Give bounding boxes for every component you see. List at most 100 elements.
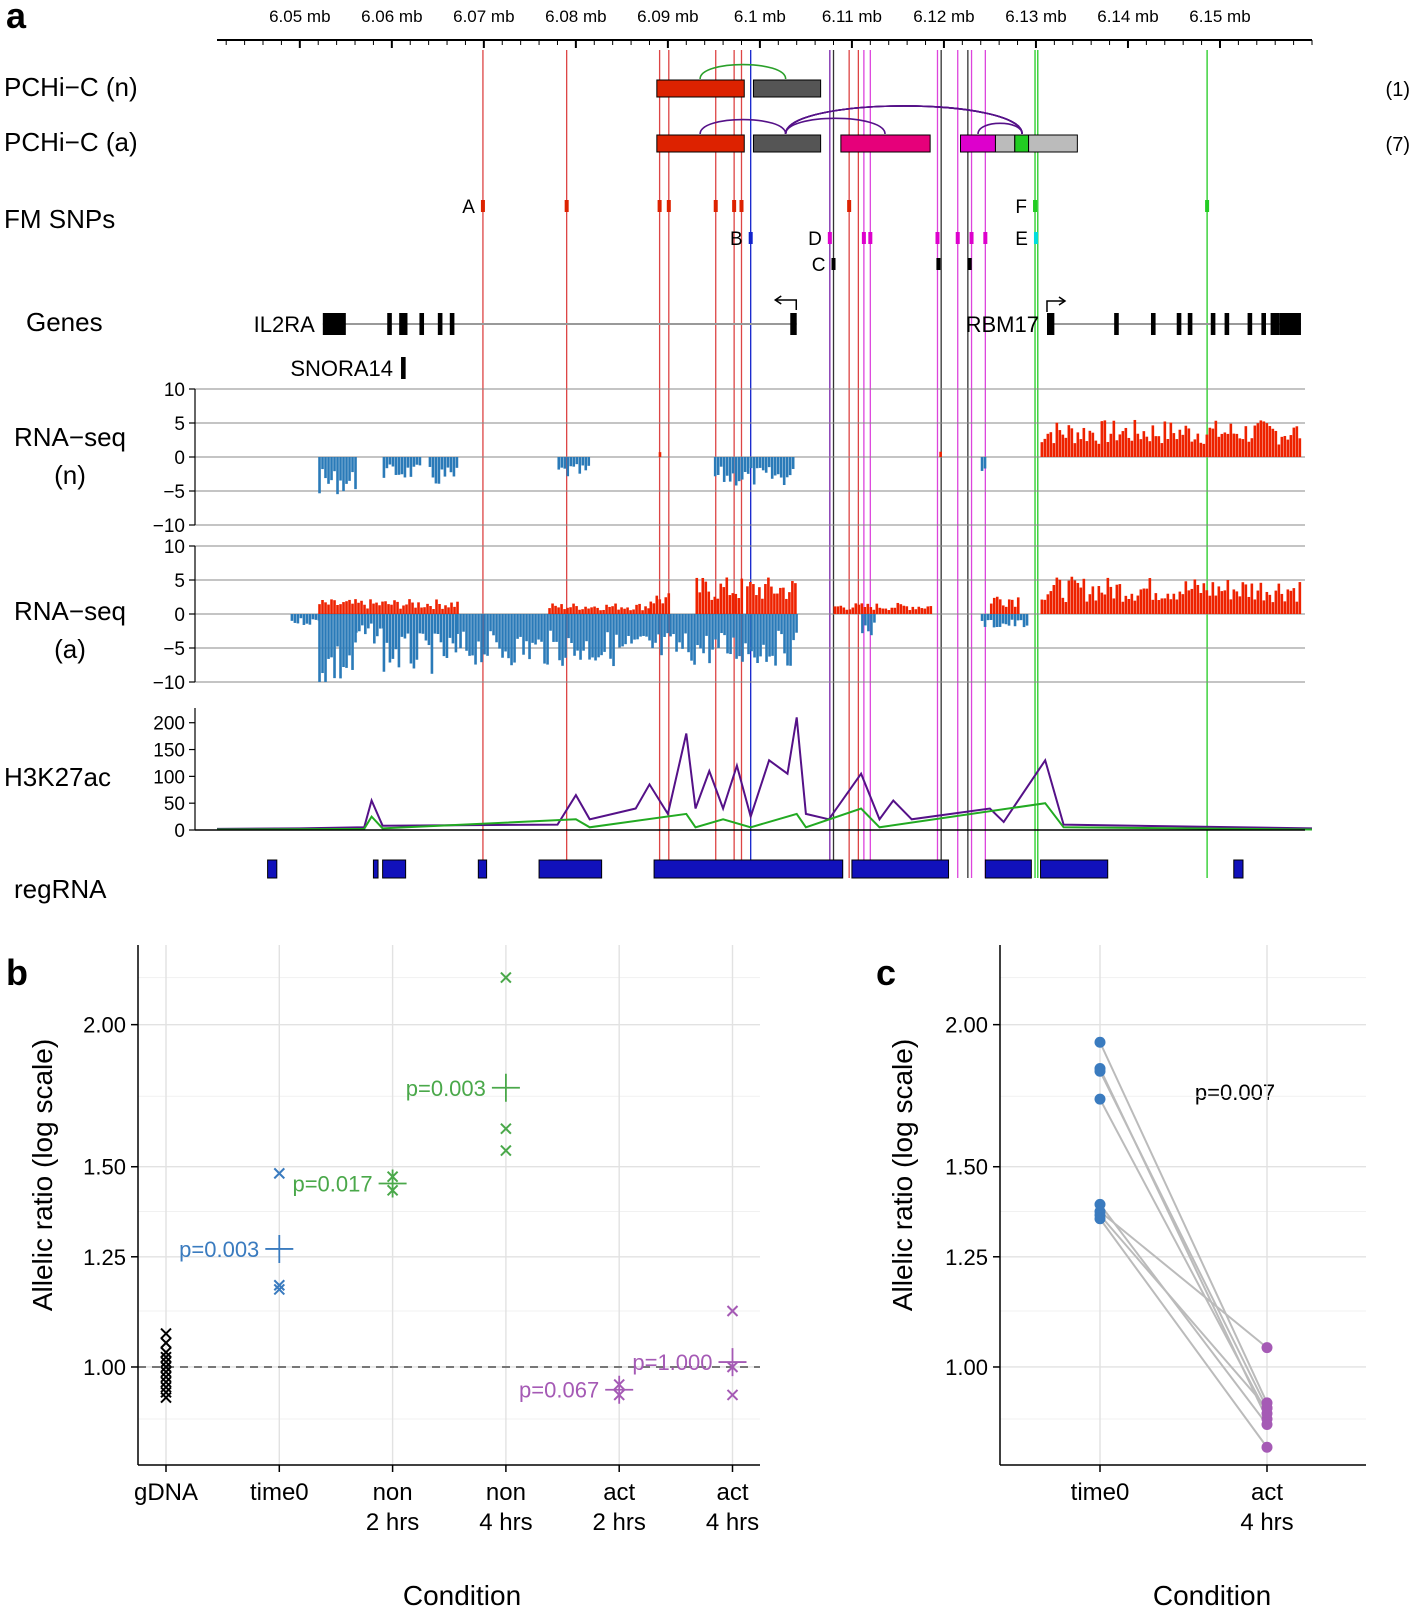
rnaseq-a-minus-strand-bar: [492, 614, 495, 636]
rnaseq-a-plus-strand-bar: [728, 595, 732, 614]
fm-snp-marker: [564, 200, 569, 212]
rnaseq-a-plus-strand-bar: [1220, 591, 1224, 614]
b-pvalue-label: p=0.067: [519, 1378, 599, 1403]
rnaseq-a-minus-strand-bar: [867, 614, 870, 632]
rnaseq-a-plus-strand-bar: [369, 599, 372, 614]
rnaseq-a-plus-strand-bar: [731, 593, 735, 614]
rnaseq-a-plus-strand-bar: [357, 602, 360, 614]
rnaseq-n-minus-strand-bar: [734, 457, 738, 486]
fm-snp-marker: [955, 232, 960, 244]
rnaseq-a-plus-strand-bar: [1283, 601, 1287, 614]
rnaseq-n-minus-strand-bar: [324, 457, 327, 479]
rnaseq-n-plus-strand-bar: [1166, 439, 1170, 457]
rnaseq-a-plus-strand-bar: [399, 608, 402, 614]
rnaseq-a-plus-strand-bar: [773, 593, 776, 614]
rnaseq-n-plus-strand-bar: [1259, 420, 1263, 457]
rnaseq-n-label-line2: (n): [54, 460, 86, 490]
pchic-a-fragment: [656, 134, 745, 153]
rnaseq-a-minus-strand-bar: [636, 614, 639, 640]
rnaseq-n-plus-strand-bar: [1169, 422, 1173, 457]
rnaseq-a-minus-strand-bar: [451, 614, 455, 644]
rnaseq-n-minus-strand-bar: [452, 457, 456, 477]
rnaseq-n-minus-strand-bar: [788, 457, 792, 476]
rnaseq-a-minus-strand-bar: [741, 614, 744, 662]
b-data-point: [160, 1376, 172, 1388]
rnaseq-a-plus-strand-bar: [1163, 598, 1167, 614]
rnaseq-a-plus-strand-bar: [1094, 600, 1098, 614]
rnaseq-a-plus-strand-bar: [647, 608, 650, 614]
rnaseq-n-plus-strand-bar: [1040, 442, 1044, 457]
rnaseq-a-minus-strand-bar: [513, 614, 516, 663]
rnaseq-n-minus-strand-bar: [776, 457, 780, 475]
rnaseq-a-plus-strand-bar: [1274, 590, 1278, 614]
rnaseq-n-plus-strand-bar: [1253, 425, 1257, 457]
rnaseq-n-minus-strand-bar: [345, 457, 348, 484]
rnaseq-n-minus-strand-bar: [752, 457, 756, 485]
rnaseq-a-plus-strand-bar: [599, 610, 602, 614]
rnaseq-a-minus-strand-bar: [355, 614, 358, 633]
rnaseq-n-minus-strand-bar: [575, 457, 579, 465]
rnaseq-a-plus-strand-bar: [372, 603, 375, 614]
rnaseq-n-minus-strand-bar: [400, 457, 404, 475]
rnaseq-a-minus-strand-bar: [480, 614, 483, 663]
rnaseq-a-plus-strand-bar: [1271, 602, 1275, 614]
rnaseq-a-minus-strand-bar: [660, 614, 663, 656]
rnaseq-a-plus-strand-bar: [887, 610, 891, 614]
rnaseq-a-minus-strand-bar: [516, 614, 519, 639]
rnaseq-n-minus-strand-bar: [431, 457, 435, 478]
rnaseq-a-plus-strand-bar: [330, 599, 333, 614]
rnaseq-a-minus-strand-bar: [534, 614, 537, 645]
pchic-a-interaction-arc: [977, 122, 1023, 135]
rnaseq-a-plus-strand-bar: [740, 578, 744, 614]
rnaseq-a-plus-strand-bar: [447, 607, 450, 614]
rnaseq-a-minus-strand-bar: [379, 614, 382, 629]
rnaseq-a-minus-strand-bar: [501, 614, 504, 658]
rnaseq-a-plus-strand-bar: [661, 603, 665, 614]
pchic-a-fragment: [752, 134, 822, 153]
rnaseq-a-plus-strand-bar: [785, 598, 788, 614]
panel-label-b: b: [6, 952, 28, 993]
rnaseq-a-plus-strand-bar: [929, 606, 933, 614]
rnaseq-a-plus-strand-bar: [1064, 602, 1068, 614]
rnaseq-a-plus-strand-bar: [905, 606, 909, 614]
rnaseq-n-minus-strand-bar: [755, 457, 759, 469]
rnaseq-a-minus-strand-bar: [445, 614, 449, 658]
rnaseq-n-plus-strand-bar: [1205, 434, 1209, 457]
rnaseq-a-plus-strand-bar: [1289, 590, 1293, 614]
rnaseq-a-plus-strand-bar: [587, 608, 590, 614]
rnaseq-a-plus-strand-bar: [641, 610, 644, 614]
rnaseq-n-plus-strand-bar: [1193, 439, 1197, 457]
pchic-a-fragment: [959, 134, 996, 153]
fm-snp-marker: [657, 200, 662, 212]
rnaseq-a-minus-strand-bar: [672, 614, 675, 635]
b-xtick-label: non: [486, 1479, 526, 1506]
rnaseq-a-plus-strand-bar: [438, 603, 441, 614]
rnaseq-a-minus-strand-bar: [477, 614, 480, 642]
rnaseq-a-plus-strand-bar: [444, 605, 447, 614]
rnaseq-a-plus-strand-bar: [710, 599, 714, 614]
rnaseq-a-plus-strand-bar: [548, 608, 551, 614]
rnaseq-a-minus-strand-bar: [406, 614, 410, 634]
c-act-point: [1261, 1402, 1273, 1414]
h3k27ac-label: H3K27ac: [4, 762, 111, 792]
rnaseq-a-minus-strand-bar: [552, 614, 555, 642]
rnaseq-a-minus-strand-bar: [570, 614, 573, 643]
rnaseq-n-minus-strand-bar: [418, 457, 422, 466]
rnaseq-a-minus-strand-bar: [753, 614, 756, 658]
rnaseq-a-minus-strand-bar: [639, 614, 642, 637]
rnaseq-n-minus-strand-bar: [722, 457, 726, 482]
rnaseq-a-plus-strand-bar: [363, 604, 366, 614]
rnaseq-n-plus-strand-bar: [1178, 429, 1182, 457]
c-time0-point: [1094, 1065, 1106, 1077]
rnaseq-n-plus-strand-bar: [1046, 433, 1050, 457]
rnaseq-a-minus-strand-bar: [726, 614, 729, 654]
rnaseq-n-minus-strand-bar: [728, 457, 732, 482]
rnaseq-a-plus-strand-bar: [1133, 600, 1137, 614]
rnaseq-a-plus-strand-bar: [1226, 580, 1230, 614]
rnaseq-a-minus-strand-bar: [489, 614, 492, 632]
panel-label-a: a: [6, 0, 27, 36]
rnaseq-n-minus-strand-bar: [443, 457, 447, 477]
rnaseq-a-minus-strand-bar: [342, 614, 345, 668]
rnaseq-a-minus-strand-bar: [705, 614, 708, 636]
rnaseq-a-plus-strand-bar: [1043, 599, 1047, 614]
